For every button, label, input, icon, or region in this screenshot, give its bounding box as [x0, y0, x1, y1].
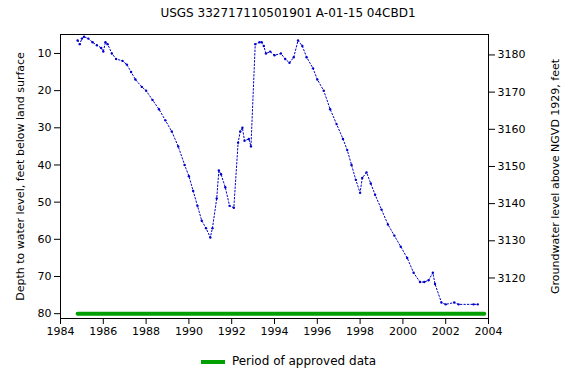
- svg-text:3140: 3140: [498, 197, 526, 210]
- svg-text:10: 10: [38, 47, 52, 60]
- svg-text:2002: 2002: [432, 325, 460, 338]
- svg-text:2004: 2004: [475, 325, 503, 338]
- html-text:USGS 332717110501901 A-01-15 0: USGS 332717110501901 A-01-15 04CBD1: [160, 6, 416, 20]
- svg-text:3120: 3120: [498, 272, 526, 285]
- svg-text:70: 70: [38, 270, 52, 283]
- svg-text:80: 80: [38, 307, 52, 320]
- svg-text:Groundwater level above NGVD 1: Groundwater level above NGVD 1929, feet: [549, 58, 562, 294]
- svg-text:2000: 2000: [389, 325, 417, 338]
- svg-text:1994: 1994: [261, 325, 289, 338]
- svg-text:1984: 1984: [47, 325, 75, 338]
- svg-text:40: 40: [38, 158, 52, 171]
- svg-text:3180: 3180: [498, 48, 526, 61]
- svg-text:3150: 3150: [498, 160, 526, 173]
- svg-text:Depth to water level, feet bel: Depth to water level, feet below land su…: [14, 52, 27, 301]
- svg-text:3170: 3170: [498, 86, 526, 99]
- svg-text:1990: 1990: [175, 325, 203, 338]
- svg-text:1998: 1998: [346, 325, 374, 338]
- html-text:Period of approved data: Period of approved data: [231, 354, 377, 368]
- svg-text:3130: 3130: [498, 234, 526, 247]
- svg-text:3160: 3160: [498, 123, 526, 136]
- svg-text:20: 20: [38, 84, 52, 97]
- svg-text:30: 30: [38, 121, 52, 134]
- svg-text:1988: 1988: [132, 325, 160, 338]
- svg-text:1996: 1996: [303, 325, 331, 338]
- svg-text:1992: 1992: [218, 325, 246, 338]
- svg-text:1986: 1986: [89, 325, 117, 338]
- svg-text:60: 60: [38, 233, 52, 246]
- svg-text:50: 50: [38, 196, 52, 209]
